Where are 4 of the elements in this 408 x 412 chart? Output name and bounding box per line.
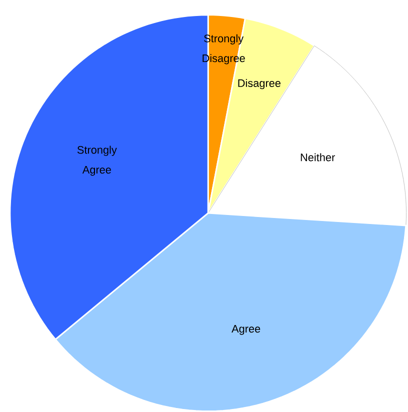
slice-label: Strongly Agree: [77, 146, 117, 176]
slice-label: Agree: [231, 325, 260, 335]
slice-label: Neither: [300, 153, 335, 162]
slice-label: Disagree: [238, 79, 280, 90]
